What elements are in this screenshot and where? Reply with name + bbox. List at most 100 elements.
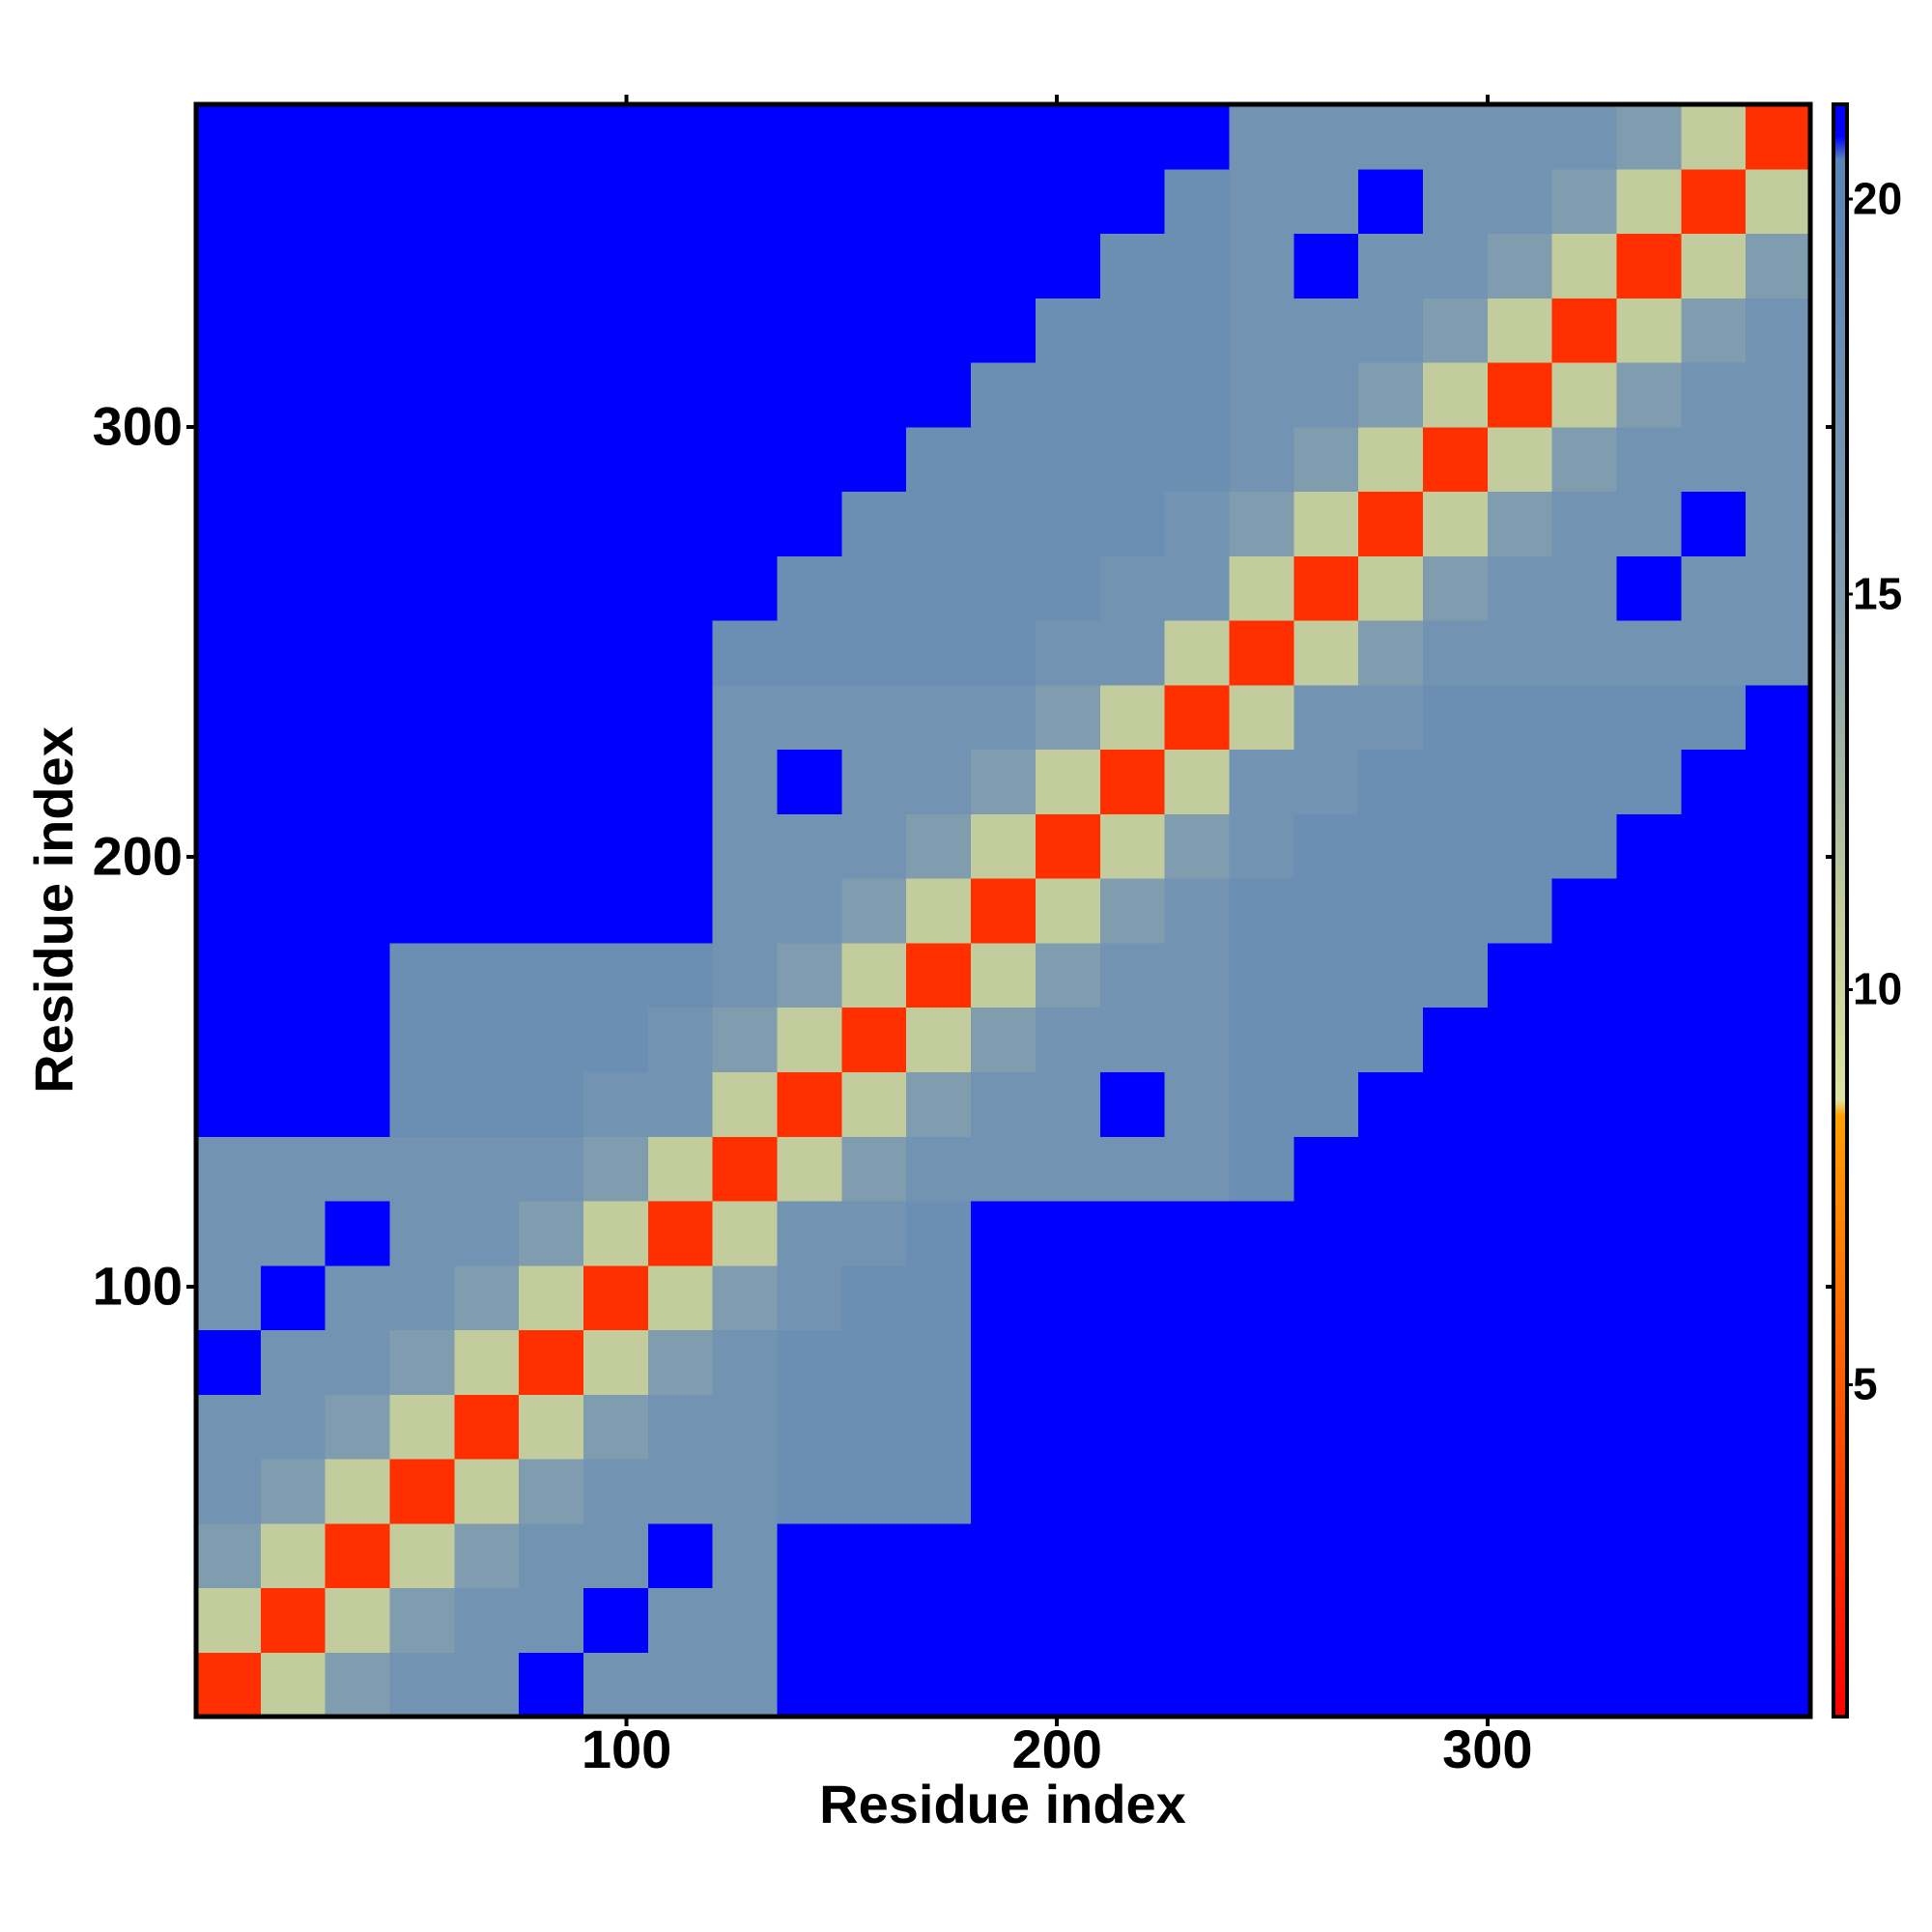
heatmap-cell — [389, 1200, 455, 1266]
y-tick-label: 100 — [93, 1256, 183, 1317]
heatmap-cell — [906, 1264, 972, 1331]
heatmap-cell — [1487, 1522, 1553, 1589]
heatmap-cell — [1099, 1200, 1166, 1266]
heatmap-cell — [1293, 1394, 1359, 1460]
heatmap-cell — [841, 1264, 907, 1331]
heatmap-cell — [777, 1329, 842, 1395]
colorbar-tick-label: 5 — [1853, 1359, 1878, 1409]
heatmap-cell — [583, 749, 649, 814]
heatmap-cell — [196, 233, 262, 298]
heatmap-cell — [1164, 684, 1231, 751]
heatmap-cell — [1746, 1652, 1811, 1718]
heatmap-cell — [519, 362, 584, 428]
heatmap-cell — [260, 1200, 327, 1266]
heatmap-cell — [196, 168, 262, 235]
heatmap-cell — [1099, 555, 1166, 621]
heatmap-cell — [906, 749, 972, 814]
heatmap-cell — [1099, 233, 1166, 298]
heatmap-cell — [325, 555, 391, 621]
heatmap-cell — [1487, 813, 1553, 879]
heatmap-cell — [841, 362, 907, 428]
heatmap-cell — [389, 1136, 455, 1202]
heatmap-cell — [1164, 1200, 1231, 1266]
heatmap-cell — [1487, 878, 1553, 944]
heatmap-cell — [1616, 1071, 1682, 1137]
heatmap-cell — [712, 749, 779, 814]
heatmap-cell — [1358, 168, 1424, 235]
heatmap-cell — [971, 942, 1037, 1009]
heatmap-cell — [389, 233, 455, 298]
heatmap-cell — [454, 1522, 520, 1589]
heatmap-cell — [1035, 1329, 1101, 1395]
heatmap-cell — [519, 1522, 584, 1589]
heatmap-cell — [583, 684, 649, 751]
heatmap-cell — [325, 362, 391, 428]
heatmap-cell — [1422, 1071, 1489, 1137]
y-tick-label: 300 — [93, 396, 183, 457]
heatmap-cell — [196, 942, 262, 1009]
heatmap-cell — [583, 555, 649, 621]
heatmap-cell — [325, 426, 391, 493]
heatmap-cell — [260, 491, 327, 556]
heatmap-cell — [712, 813, 779, 879]
heatmap-cell — [1164, 813, 1231, 879]
heatmap-cell — [325, 620, 391, 686]
heatmap-cell — [260, 233, 327, 298]
heatmap-cell — [519, 1394, 584, 1460]
heatmap-cell — [1229, 1200, 1294, 1266]
heatmap-cell — [196, 1200, 262, 1266]
heatmap-cell — [196, 426, 262, 493]
heatmap-cell — [1035, 1200, 1101, 1266]
heatmap-cell — [971, 555, 1037, 621]
heatmap-cell — [1358, 620, 1424, 686]
heatmap-cell — [841, 1458, 907, 1524]
heatmap-cell — [1099, 104, 1166, 170]
heatmap-cell — [1164, 1394, 1231, 1460]
heatmap-cell — [906, 813, 972, 879]
heatmap-cell — [1487, 1652, 1553, 1718]
heatmap-cell — [325, 1587, 391, 1653]
heatmap-cell — [712, 491, 779, 556]
heatmap-cell — [1746, 1200, 1811, 1266]
heatmap-cell — [777, 168, 842, 235]
heatmap-cell — [1358, 1458, 1424, 1524]
heatmap-cell — [647, 942, 714, 1009]
heatmap-cell — [1487, 1394, 1553, 1460]
heatmap-cell — [1487, 1329, 1553, 1395]
heatmap-cell — [583, 620, 649, 686]
heatmap-cell — [777, 104, 842, 170]
heatmap-cell — [1293, 555, 1359, 621]
heatmap-cell — [389, 749, 455, 814]
heatmap-cell — [1681, 1264, 1747, 1331]
heatmap-cell — [777, 555, 842, 621]
heatmap-cell — [1035, 1652, 1101, 1718]
heatmap-cell — [712, 104, 779, 170]
heatmap-cell — [1099, 491, 1166, 556]
heatmap-cell — [777, 749, 842, 814]
heatmap-cell — [1616, 362, 1682, 428]
heatmap-cell — [777, 298, 842, 363]
heatmap-cell — [196, 555, 262, 621]
heatmap-cell — [1681, 684, 1747, 751]
heatmap-cell — [1681, 1652, 1747, 1718]
heatmap-cell — [1229, 362, 1294, 428]
heatmap-cell — [1229, 1007, 1294, 1072]
heatmap-cell — [454, 942, 520, 1009]
heatmap-cell — [1487, 1264, 1553, 1331]
heatmap-cell — [1681, 1071, 1747, 1137]
heatmap-cell — [389, 1522, 455, 1589]
heatmap-cell — [454, 1264, 520, 1331]
heatmap-cell — [906, 555, 972, 621]
heatmap-cell — [1035, 1071, 1101, 1137]
heatmap-cell — [325, 491, 391, 556]
x-axis-title: Residue index — [819, 1774, 1186, 1834]
heatmap-cell — [1422, 491, 1489, 556]
heatmap-cell — [1035, 878, 1101, 944]
heatmap-cell — [777, 362, 842, 428]
heatmap-cell — [777, 1587, 842, 1653]
heatmap-cell — [906, 104, 972, 170]
heatmap-cell — [325, 942, 391, 1009]
heatmap-cell — [1551, 813, 1618, 879]
heatmap-cell — [647, 426, 714, 493]
